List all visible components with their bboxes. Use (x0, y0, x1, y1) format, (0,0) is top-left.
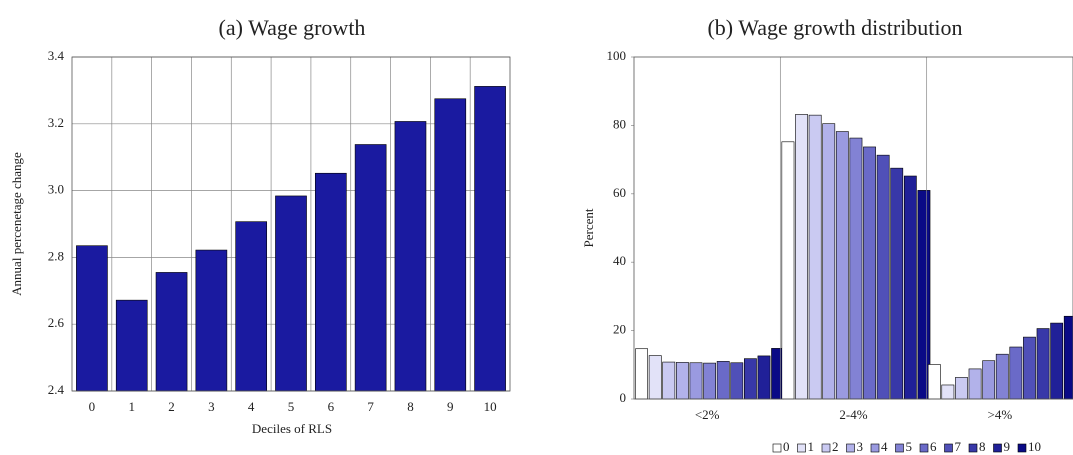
y-axis-label: Percent (581, 208, 596, 247)
legend-label: 1 (808, 439, 815, 454)
y-tick-label: 2.8 (48, 248, 64, 263)
y-tick-label: 2.6 (48, 315, 65, 330)
legend-swatch (821, 443, 831, 453)
legend-swatch (1017, 443, 1027, 453)
y-tick-label: 20 (613, 322, 626, 337)
bar (354, 144, 387, 392)
bar (195, 249, 228, 392)
x-axis-label: Deciles of RLS (252, 421, 332, 436)
bar (876, 154, 890, 400)
x-tick-label: 9 (447, 399, 454, 414)
legend-label: 4 (881, 439, 888, 454)
bar (849, 137, 863, 400)
x-tick-label: 4 (248, 399, 255, 414)
legend-swatch (993, 443, 1002, 453)
bar (890, 167, 904, 400)
bar (1009, 346, 1023, 400)
bar (474, 86, 506, 392)
y-tick-label: 3.2 (48, 115, 64, 130)
bar (730, 362, 744, 400)
bar (434, 98, 467, 392)
bar (795, 114, 808, 400)
legend-swatch (797, 443, 806, 453)
bar (927, 364, 941, 400)
bar (662, 361, 676, 400)
x-tick-label: 7 (367, 399, 374, 414)
bar (955, 377, 968, 400)
bar (394, 121, 427, 392)
bar (1050, 322, 1064, 400)
legend-label: 8 (979, 439, 986, 454)
plot-frame (633, 56, 1073, 400)
legend-swatch (919, 443, 929, 453)
legend-swatch (895, 443, 904, 453)
bar (941, 384, 955, 400)
bar (1063, 315, 1073, 400)
y-tick-label: 3.0 (48, 182, 64, 197)
bar (1036, 328, 1050, 400)
bar (635, 348, 648, 400)
legend-swatch (968, 443, 978, 453)
bar (822, 123, 836, 400)
bar (76, 245, 108, 392)
y-tick-label: 2.4 (48, 382, 65, 397)
bar (235, 221, 268, 392)
bar (275, 195, 307, 392)
bar (314, 172, 347, 392)
bar (982, 360, 996, 400)
bar (968, 368, 982, 400)
bar (689, 362, 703, 400)
x-tick-label: >4% (987, 407, 1012, 422)
y-tick-label: 0 (620, 390, 627, 405)
bar (743, 358, 757, 400)
bar (903, 175, 917, 400)
legend-swatch (944, 443, 953, 453)
x-tick-label: 8 (407, 399, 414, 414)
chart-title: (b) Wage growth distribution (707, 15, 962, 40)
x-tick-label: 2 (168, 399, 175, 414)
legend-label: 10 (1028, 439, 1041, 454)
y-tick-label: 80 (613, 116, 626, 131)
bar (1023, 336, 1036, 400)
legend-label: 0 (783, 439, 790, 454)
plot-frame (71, 56, 511, 392)
y-tick-label: 3.4 (48, 48, 65, 63)
y-tick-label: 60 (613, 185, 626, 200)
legend-label: 9 (1004, 439, 1011, 454)
legend-label: 6 (930, 439, 937, 454)
legend-swatch (846, 443, 855, 453)
legend-label: 7 (955, 439, 962, 454)
y-tick-label: 40 (613, 253, 626, 268)
x-tick-label: <2% (695, 407, 720, 422)
bar (703, 362, 716, 400)
bar (863, 146, 876, 400)
legend-label: 2 (832, 439, 839, 454)
x-tick-label: 3 (208, 399, 215, 414)
x-tick-label: 5 (288, 399, 295, 414)
x-tick-label: 2-4% (839, 407, 867, 422)
bar (757, 355, 771, 400)
bar (835, 131, 849, 400)
legend-label: 5 (906, 439, 913, 454)
legend-label: 3 (857, 439, 864, 454)
x-tick-label: 1 (128, 399, 135, 414)
legend-swatch (870, 443, 880, 453)
y-axis-label: Annual percenetage change (9, 152, 24, 296)
x-tick-label: 10 (484, 399, 497, 414)
legend-swatch (772, 443, 782, 453)
bar (648, 355, 662, 400)
bar (155, 272, 188, 392)
bar (995, 353, 1009, 400)
bar (716, 361, 730, 400)
bar (808, 114, 822, 400)
bar (675, 362, 689, 400)
bar (115, 299, 148, 392)
x-tick-label: 6 (328, 399, 335, 414)
y-tick-label: 100 (607, 48, 627, 63)
chart-title: (a) Wage growth (219, 15, 366, 40)
x-tick-label: 0 (89, 399, 96, 414)
bar (781, 141, 795, 400)
